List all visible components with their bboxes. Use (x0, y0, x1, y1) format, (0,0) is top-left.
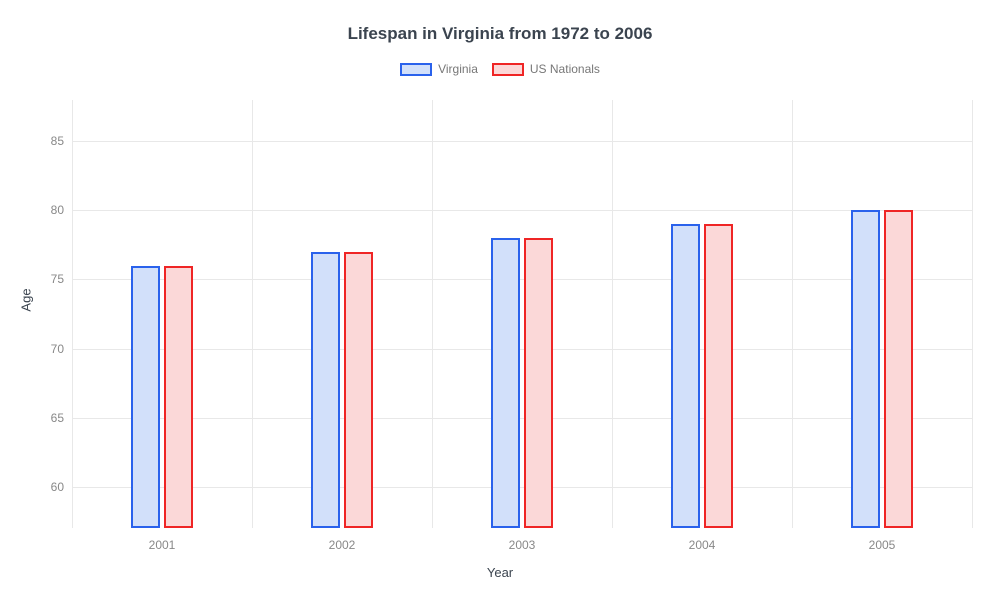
x-tick: 2002 (329, 538, 356, 552)
x-tick: 2005 (869, 538, 896, 552)
y-axis-label: Age (19, 288, 34, 311)
y-tick: 65 (51, 411, 64, 425)
bar[interactable] (884, 210, 913, 528)
gridline-h (72, 487, 972, 488)
y-tick: 85 (51, 134, 64, 148)
bar[interactable] (131, 266, 160, 528)
gridline-h (72, 141, 972, 142)
bar[interactable] (491, 238, 520, 528)
y-tick: 60 (51, 480, 64, 494)
bar[interactable] (851, 210, 880, 528)
y-tick: 70 (51, 342, 64, 356)
bar[interactable] (311, 252, 340, 528)
legend-item[interactable]: US Nationals (492, 62, 600, 76)
gridline-h (72, 418, 972, 419)
x-axis-label: Year (487, 565, 513, 580)
bar[interactable] (704, 224, 733, 528)
gridline-h (72, 210, 972, 211)
legend-swatch-icon (492, 63, 524, 76)
y-tick: 75 (51, 272, 64, 286)
legend-label: Virginia (438, 62, 478, 76)
gridline-v (792, 100, 793, 528)
legend-swatch-icon (400, 63, 432, 76)
gridline-v (252, 100, 253, 528)
gridline-v (612, 100, 613, 528)
gridline-v (432, 100, 433, 528)
chart-legend: Virginia US Nationals (0, 62, 1000, 76)
gridline-h (72, 279, 972, 280)
plot-area: 60657075808520012002200320042005 (72, 100, 972, 528)
x-tick: 2001 (149, 538, 176, 552)
gridline-v (72, 100, 73, 528)
y-tick: 80 (51, 203, 64, 217)
legend-label: US Nationals (530, 62, 600, 76)
chart-title: Lifespan in Virginia from 1972 to 2006 (0, 24, 1000, 44)
gridline-v (972, 100, 973, 528)
gridline-h (72, 349, 972, 350)
x-tick: 2003 (509, 538, 536, 552)
bar[interactable] (671, 224, 700, 528)
lifespan-chart: Lifespan in Virginia from 1972 to 2006 V… (0, 0, 1000, 600)
bar[interactable] (524, 238, 553, 528)
bar[interactable] (164, 266, 193, 528)
legend-item[interactable]: Virginia (400, 62, 478, 76)
bar[interactable] (344, 252, 373, 528)
x-tick: 2004 (689, 538, 716, 552)
